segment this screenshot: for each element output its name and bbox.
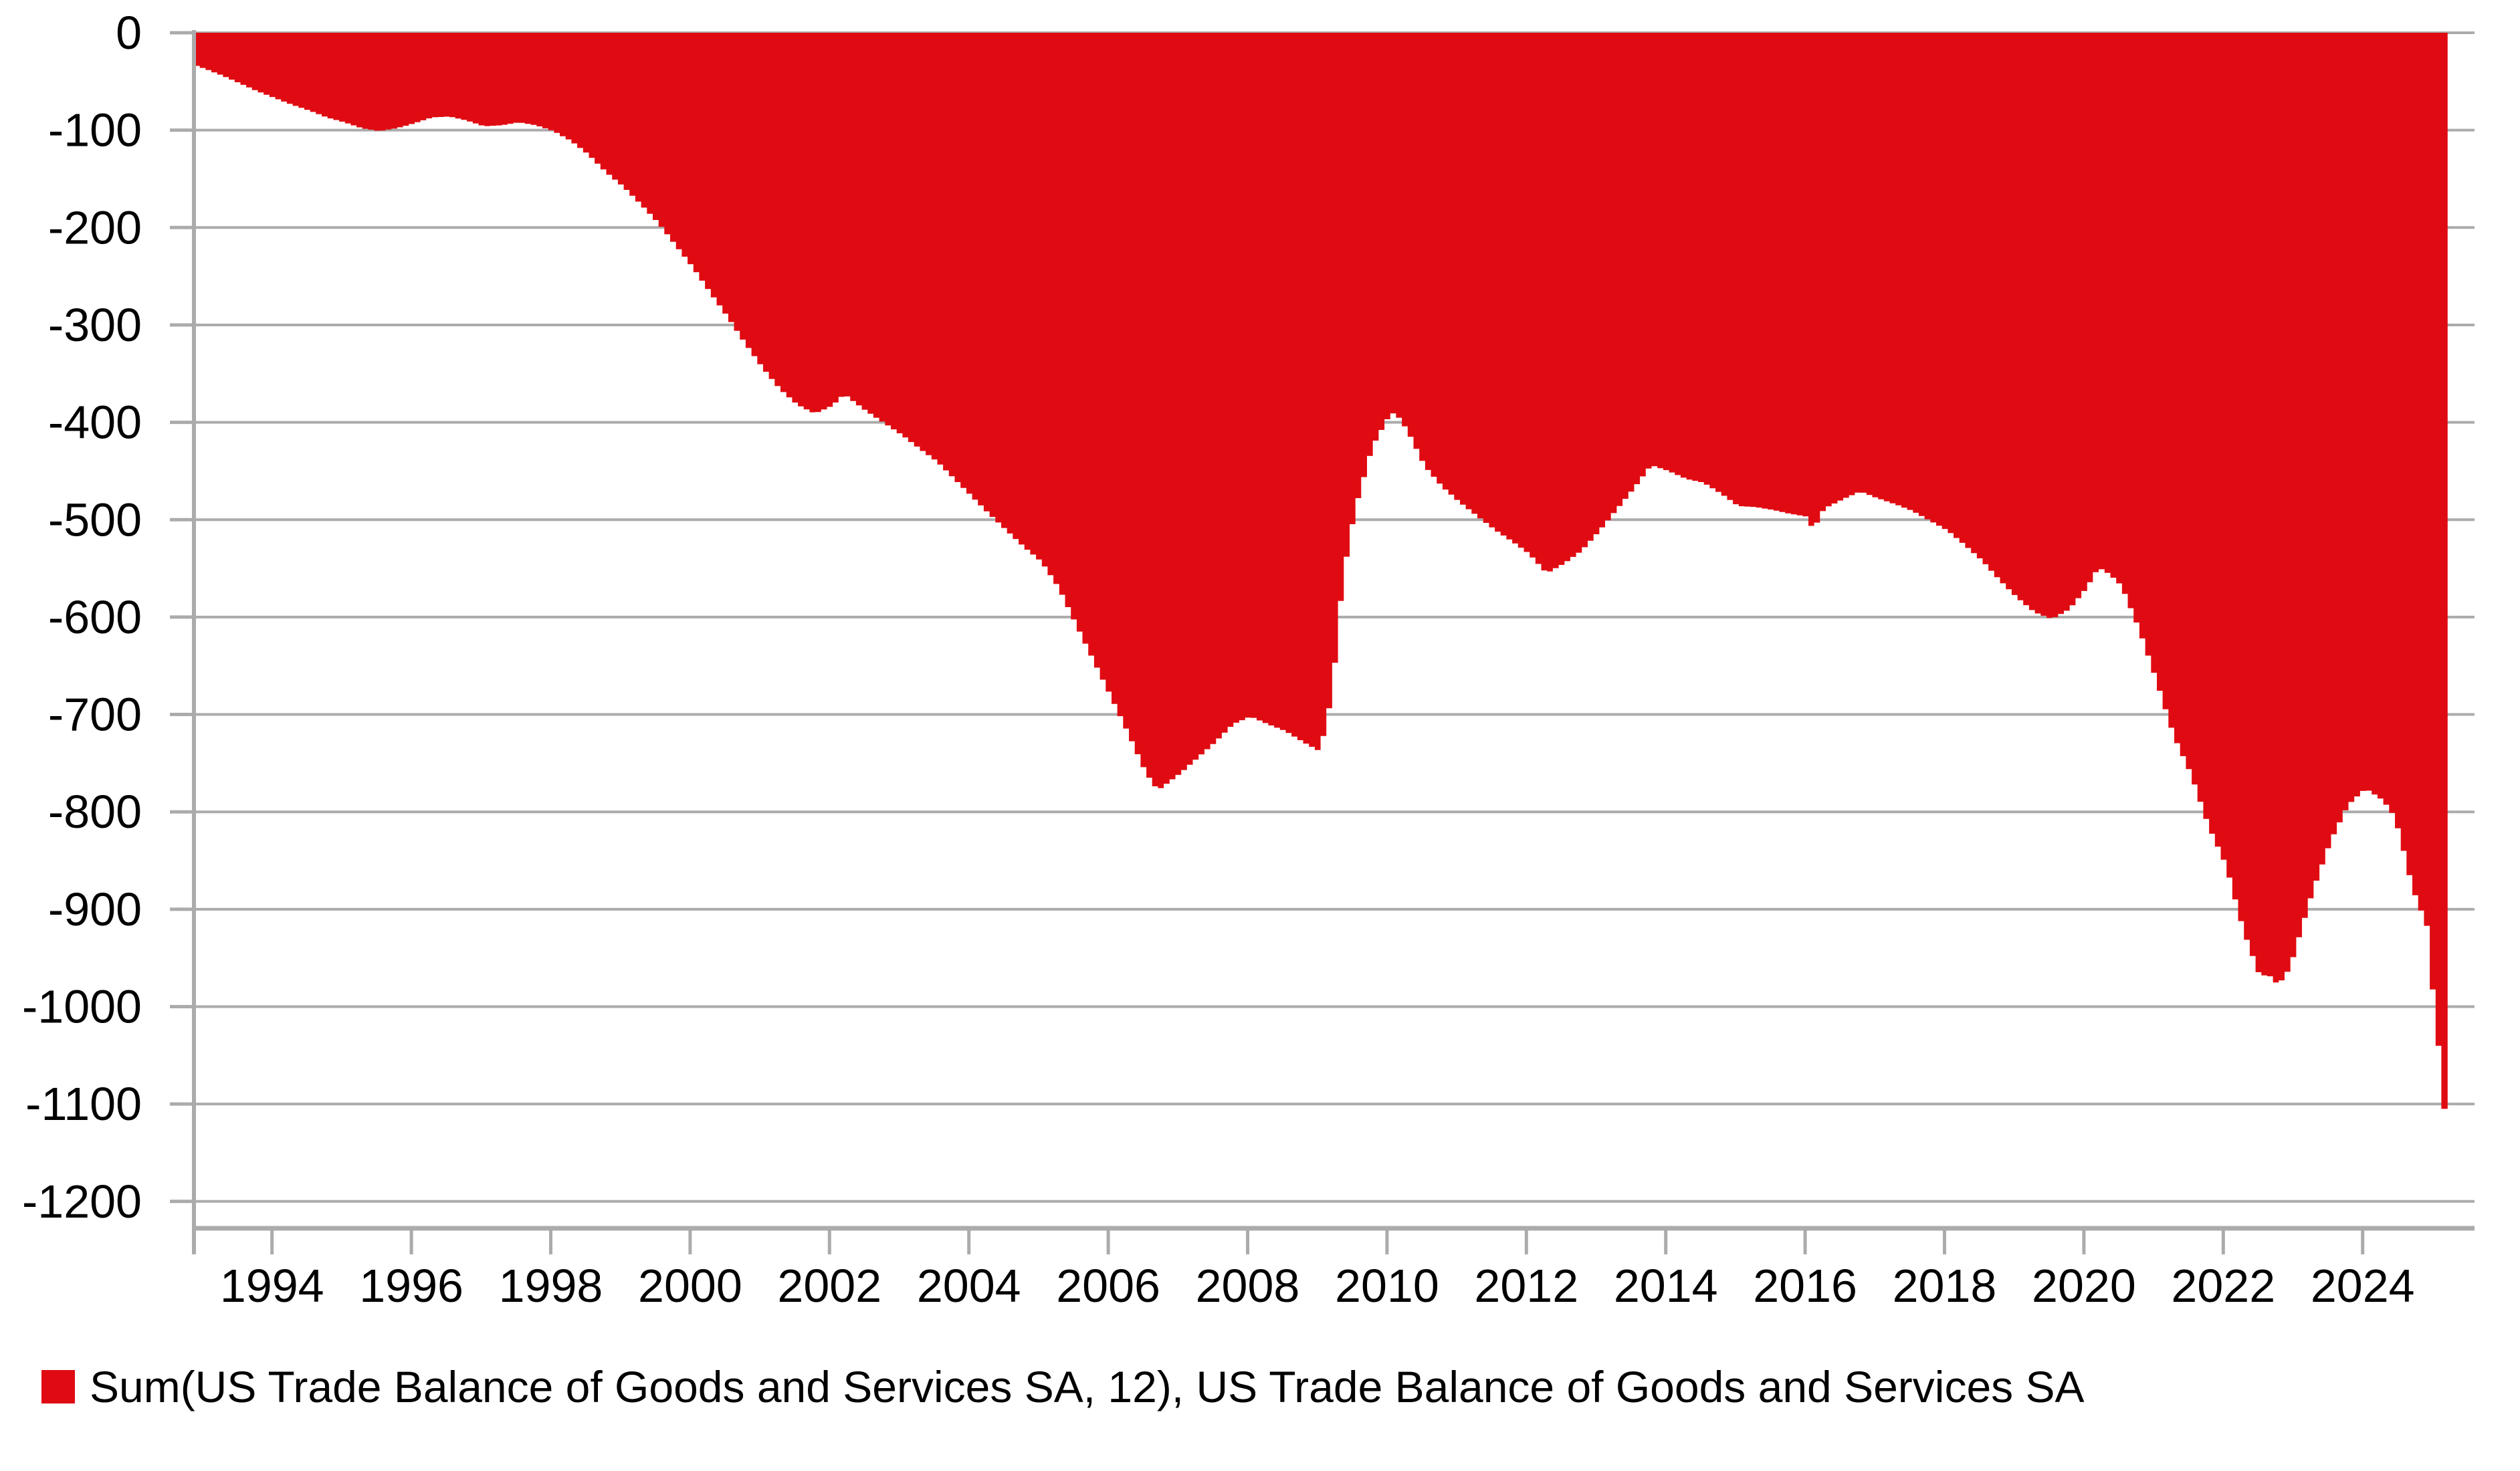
x-tick-label: 2020: [2032, 1260, 2136, 1312]
y-tick-label: -1200: [22, 1175, 142, 1228]
x-tick-label: 2000: [638, 1260, 742, 1312]
axes: [170, 30, 2475, 1254]
y-tick-label: -900: [48, 883, 142, 935]
y-tick-label: -700: [48, 689, 142, 741]
y-tick-label: -500: [48, 493, 142, 546]
x-tick-label: 2018: [1893, 1260, 1997, 1312]
legend-label: Sum(US Trade Balance of Goods and Servic…: [90, 1362, 2085, 1411]
x-tick-label: 2004: [917, 1260, 1021, 1312]
y-axis-labels: 0 -100 -200 -300 -400 -500 -600 -700 -800 -900 -10…: [22, 7, 142, 1228]
legend-swatch-icon: [41, 1370, 75, 1403]
y-tick-label: -1100: [25, 1078, 142, 1130]
y-tick-label: -200: [48, 201, 142, 253]
y-tick-label: -400: [48, 397, 142, 449]
x-tick-label: 1998: [499, 1260, 603, 1312]
y-tick-label: -1000: [22, 981, 142, 1033]
y-tick-label: -600: [48, 591, 142, 643]
y-tick-label: 0: [116, 7, 142, 59]
y-tick-label: -300: [48, 299, 142, 351]
x-tick-label: 2024: [2311, 1260, 2415, 1312]
y-tick-label: -800: [48, 786, 142, 838]
x-tick-label: 2008: [1196, 1260, 1300, 1312]
x-tick-label: 1996: [359, 1260, 463, 1312]
x-tick-label: 2002: [777, 1260, 881, 1312]
x-tick-label: 2012: [1474, 1260, 1578, 1312]
x-tick-label: 2010: [1335, 1260, 1439, 1312]
y-tick-label: -100: [48, 104, 142, 156]
area-series-layer: [194, 33, 2448, 1109]
x-tick-label: 2022: [2171, 1260, 2275, 1312]
x-axis-labels: 1994 1996 1998 2000 2002 2004 2006 2008 2010 2012…: [220, 1260, 2415, 1312]
x-tick-label: 2014: [1614, 1260, 1718, 1312]
x-tick-label: 2006: [1056, 1260, 1160, 1312]
x-tick-label: 2016: [1753, 1260, 1857, 1312]
legend: Sum(US Trade Balance of Goods and Servic…: [41, 1362, 2085, 1411]
trade-balance-area: [194, 33, 2448, 1109]
x-tick-label: 1994: [220, 1260, 324, 1312]
